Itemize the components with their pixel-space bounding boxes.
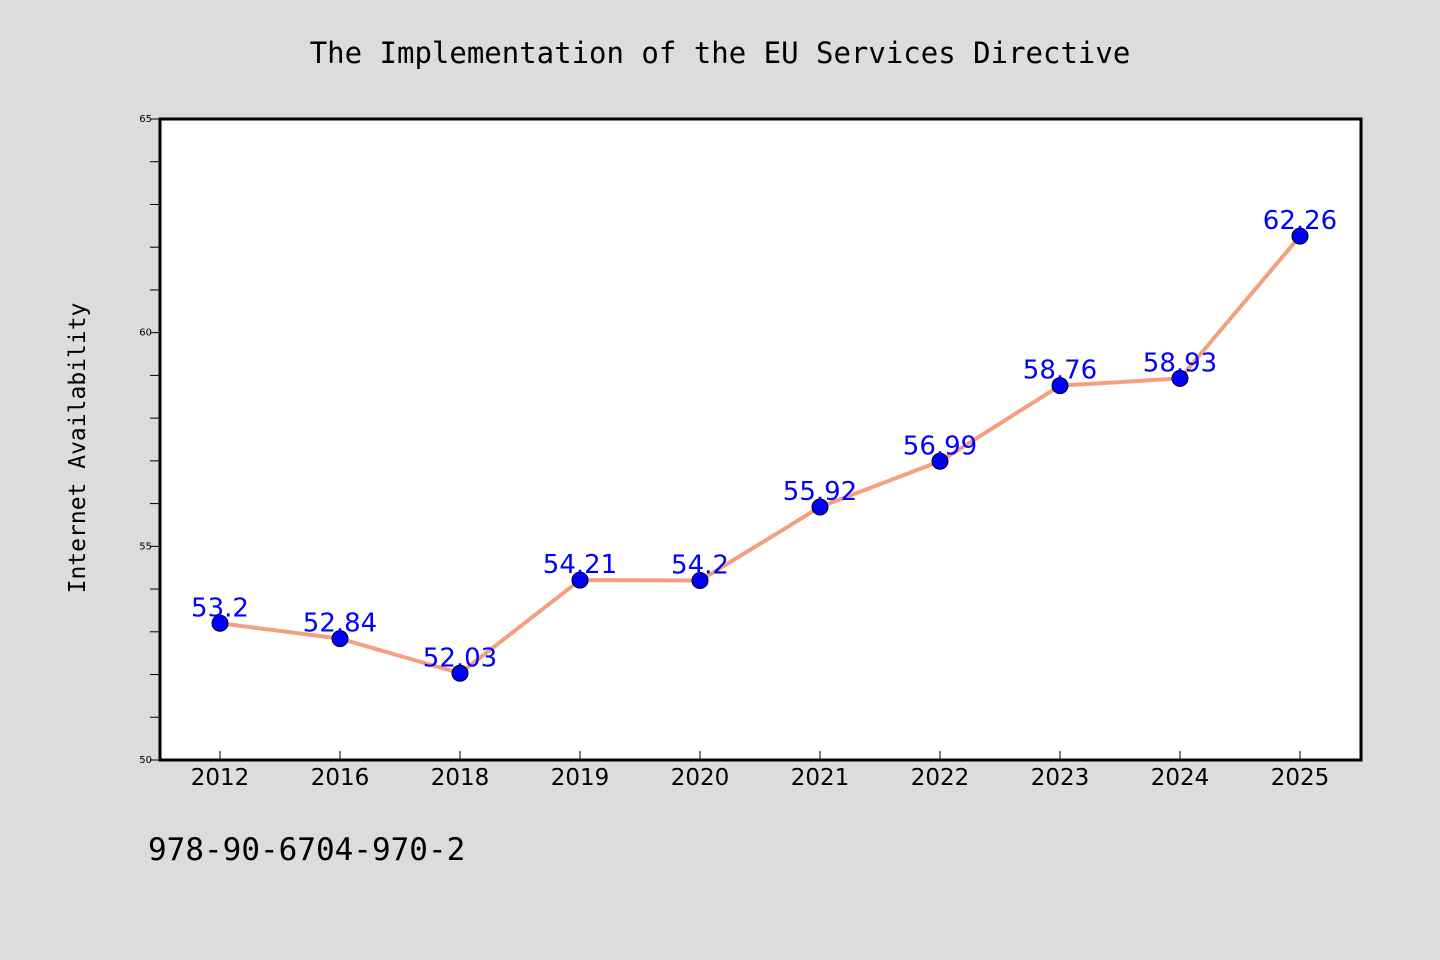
data-point xyxy=(331,630,349,648)
data-label: 55.92 xyxy=(783,477,857,507)
x-tick-label: 2024 xyxy=(1151,765,1210,791)
data-point xyxy=(1171,369,1189,387)
data-point xyxy=(211,614,229,632)
series-line xyxy=(218,234,1302,676)
y-tick-label: 65 xyxy=(139,114,152,125)
data-label: 53.2 xyxy=(191,593,249,623)
x-axis: 2012 2016 2018 2019 2020 2021 2022 2023 2024 2025 xyxy=(191,751,1330,791)
data-label: 52.84 xyxy=(303,609,377,639)
data-point xyxy=(1051,377,1069,395)
x-tick-label: 2021 xyxy=(791,765,850,791)
data-point xyxy=(931,452,949,470)
data-label: 56.99 xyxy=(903,431,977,461)
y-tick-label: 50 xyxy=(139,755,152,766)
y-axis: 50 55 60 65 xyxy=(139,114,160,766)
x-tick-label: 2020 xyxy=(671,765,730,791)
series-group: 53.2 52.84 52.03 54.21 54.2 55.92 56.99 58.76 58… xyxy=(191,206,1337,682)
data-label: 54.21 xyxy=(543,550,617,580)
data-label: 62.26 xyxy=(1263,206,1337,236)
data-point xyxy=(571,571,589,589)
x-tick-label: 2012 xyxy=(191,765,250,791)
x-tick-label: 2022 xyxy=(911,765,970,791)
data-point xyxy=(451,664,469,682)
data-label: 52.03 xyxy=(423,643,497,673)
plot-area xyxy=(158,117,1363,762)
y-axis-label: Internet Availability xyxy=(65,303,91,594)
x-tick-label: 2018 xyxy=(431,765,490,791)
data-point xyxy=(1291,227,1309,245)
x-tick-label: 2025 xyxy=(1271,765,1330,791)
x-tick-label: 2023 xyxy=(1031,765,1090,791)
data-point xyxy=(811,498,829,516)
y-tick-label: 60 xyxy=(139,328,152,339)
chart-title: The Implementation of the EU Services Di… xyxy=(310,36,1131,70)
isbn-text: 978-90-6704-970-2 xyxy=(148,832,466,868)
x-tick-label: 2016 xyxy=(311,765,370,791)
data-point xyxy=(691,572,709,590)
y-tick-label: 55 xyxy=(139,541,152,552)
x-tick-label: 2019 xyxy=(551,765,610,791)
data-label: 58.76 xyxy=(1023,356,1097,386)
data-label: 58.93 xyxy=(1143,348,1217,378)
data-label: 54.2 xyxy=(671,551,729,581)
